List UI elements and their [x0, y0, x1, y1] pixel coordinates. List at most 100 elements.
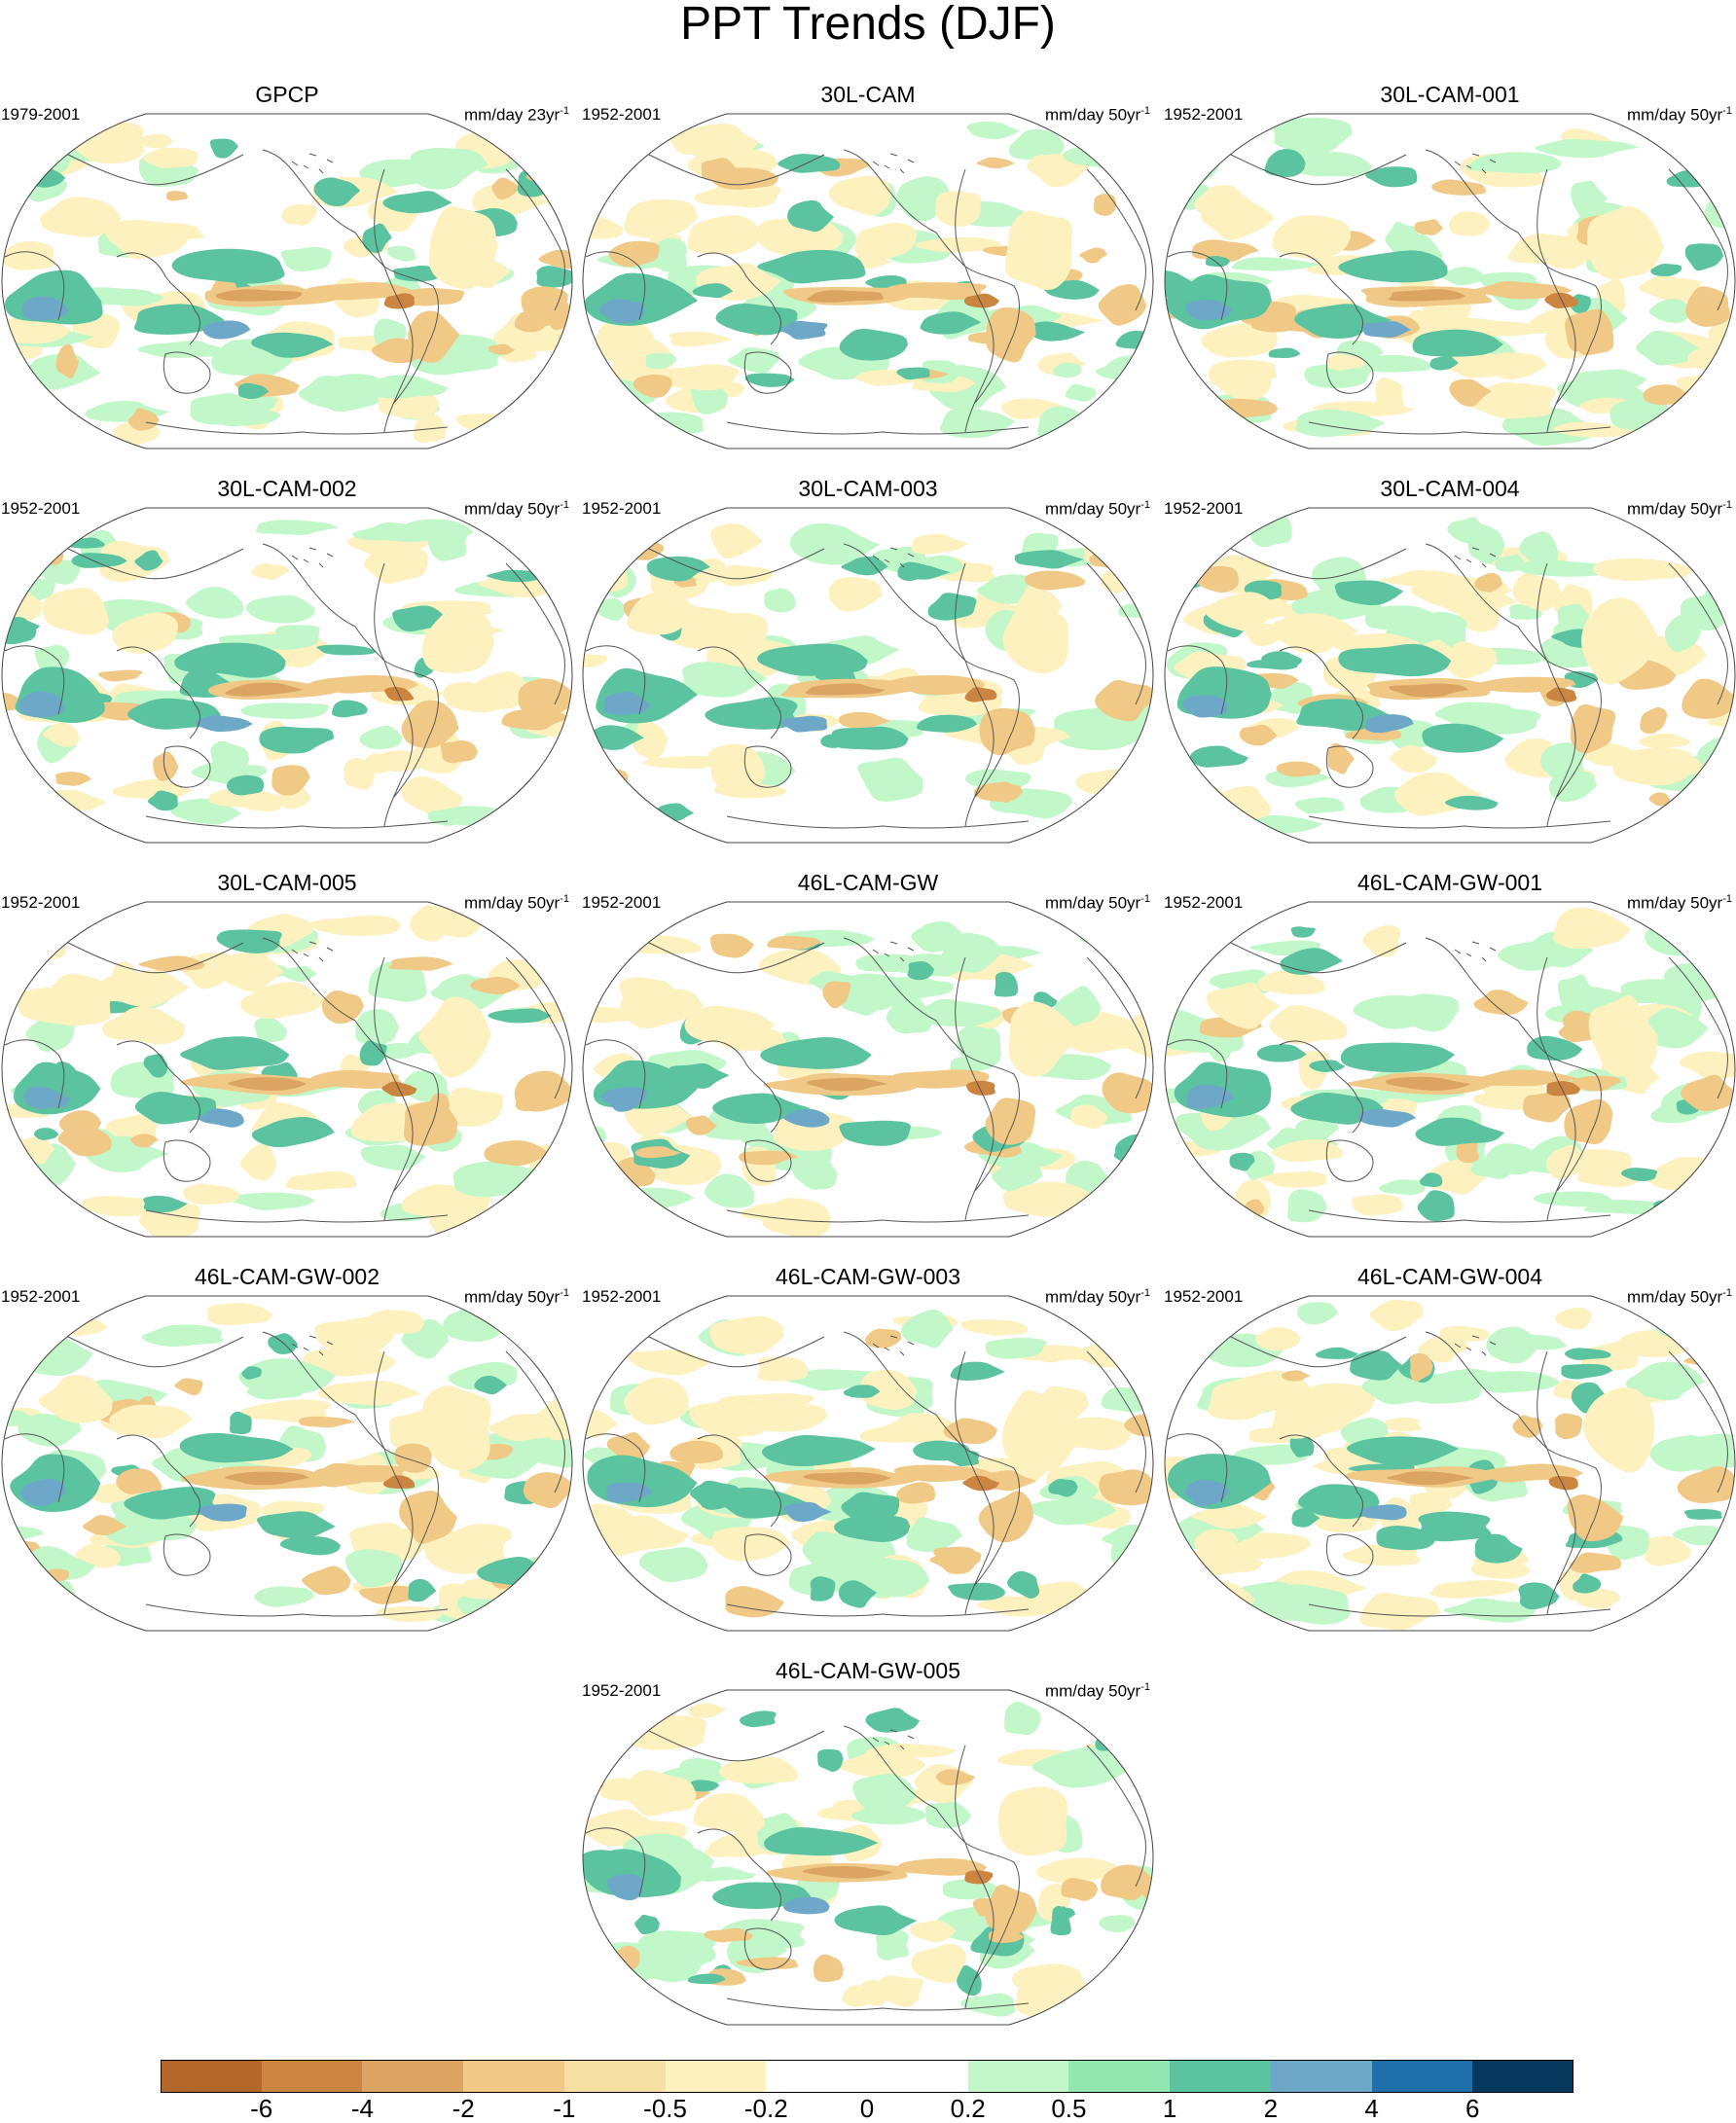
map-panel: 30L-CAM-003 1952-2001 mm/day 50yr-1 [581, 476, 1155, 846]
trend-patch [1272, 1399, 1355, 1439]
trend-patch [1099, 1915, 1136, 1932]
trend-patch [165, 191, 189, 201]
trend-patch [1294, 304, 1392, 339]
trend-patch [712, 1882, 812, 1909]
trend-patch [1165, 914, 1197, 945]
trend-patch [583, 768, 620, 784]
trend-patch [1213, 359, 1278, 382]
trend-patch [491, 177, 521, 200]
trend-patch [710, 933, 755, 958]
trend-patch [1385, 221, 1420, 256]
trend-patch [535, 1158, 569, 1185]
trend-patch [1473, 990, 1529, 1016]
trend-patch [1375, 377, 1404, 415]
trend-patch [426, 522, 468, 561]
colorbar-tick-label: 2 [1263, 2094, 1279, 2123]
trend-patch [399, 1491, 457, 1544]
panel-units: mm/day 50yr-1 [464, 1283, 569, 1308]
panel-period: 1979-2001 [1, 105, 81, 124]
trend-patch [1553, 907, 1631, 950]
trend-patch [978, 1491, 1033, 1543]
coastline [1167, 1433, 1228, 1503]
trend-patch [2, 397, 63, 436]
coastline [145, 1603, 449, 1617]
coastline [955, 956, 995, 1221]
trend-patch [886, 992, 933, 1034]
coastline [163, 745, 211, 788]
trend-patch [1684, 243, 1724, 271]
coastline [843, 543, 966, 662]
trend-patch [1360, 1504, 1407, 1521]
trend-patch [230, 1411, 252, 1435]
panel-units-text: mm/day 50yr [1044, 1287, 1141, 1307]
trend-patch [1417, 1190, 1455, 1222]
coastline [1086, 168, 1146, 311]
colorbar-box [1068, 2060, 1171, 2093]
trend-map [1, 507, 573, 844]
trend-patch [976, 157, 1015, 168]
trend-patch [994, 971, 1019, 997]
map-outline [1164, 113, 1736, 450]
trend-patch [210, 740, 250, 781]
trend-patch [536, 266, 572, 288]
trend-patch [418, 996, 491, 1078]
trend-field [1165, 902, 1735, 1237]
trend-patch [1422, 723, 1504, 753]
coastline [262, 149, 385, 268]
trend-patch [986, 1337, 1047, 1359]
trend-patch [1444, 640, 1498, 679]
trend-patch [362, 753, 405, 774]
trend-patch [1014, 550, 1084, 569]
trend-patch [1175, 1110, 1272, 1151]
trend-patch [101, 1006, 186, 1045]
trend-patch [1682, 678, 1735, 719]
trend-patch [268, 1333, 299, 1354]
trend-patch [830, 726, 909, 750]
trend-patch [704, 1927, 753, 1943]
trend-patch [388, 956, 453, 971]
trend-patch [778, 154, 841, 173]
trend-patch [1365, 354, 1431, 373]
trend-patch [1061, 1878, 1099, 1901]
trend-patch [124, 1487, 216, 1520]
trend-patch [814, 1954, 844, 1983]
trend-patch [401, 700, 459, 749]
coastline [743, 351, 792, 394]
trend-patch [852, 1774, 918, 1817]
trend-patch [2, 155, 30, 201]
trend-patch [1357, 1108, 1417, 1128]
trend-patch [208, 787, 292, 808]
trend-patch [1645, 1008, 1709, 1049]
trend-patch [692, 283, 734, 299]
map-panel: 30L-CAM 1952-2001 mm/day 50yr-1 [581, 82, 1155, 451]
trend-patch [1666, 908, 1735, 937]
panel-units-text: mm/day 50yr [463, 893, 561, 913]
trend-patch [583, 1963, 610, 1987]
trend-patch [920, 311, 982, 335]
coastline [4, 1039, 65, 1109]
trend-patch [1079, 247, 1107, 264]
trend-patch [950, 1361, 1005, 1382]
trend-patch [1294, 797, 1345, 814]
map-panel: 30L-CAM-004 1952-2001 mm/day 50yr-1 [1163, 476, 1736, 846]
panel-period: 1952-2001 [1164, 1287, 1244, 1306]
trend-patch [736, 1957, 799, 1969]
panel-units-text: mm/day 50yr [1626, 105, 1723, 125]
trend-patch [1685, 286, 1731, 327]
trend-patch [1655, 1314, 1719, 1339]
trend-patch [179, 1432, 294, 1463]
trend-patch [986, 306, 1036, 363]
trend-patch [687, 215, 760, 255]
trend-patch [893, 1464, 993, 1482]
trend-patch [807, 1077, 889, 1092]
trend-patch [174, 1378, 203, 1396]
trend-patch [1165, 1151, 1196, 1180]
trend-patch [913, 1440, 971, 1461]
trend-patch [1066, 1160, 1109, 1194]
trend-patch [1101, 1386, 1153, 1413]
trend-patch [1107, 1326, 1153, 1348]
trend-patch [583, 515, 621, 546]
trend-patch [933, 1546, 976, 1558]
coastline [505, 956, 565, 1099]
trend-patch [1704, 933, 1735, 961]
